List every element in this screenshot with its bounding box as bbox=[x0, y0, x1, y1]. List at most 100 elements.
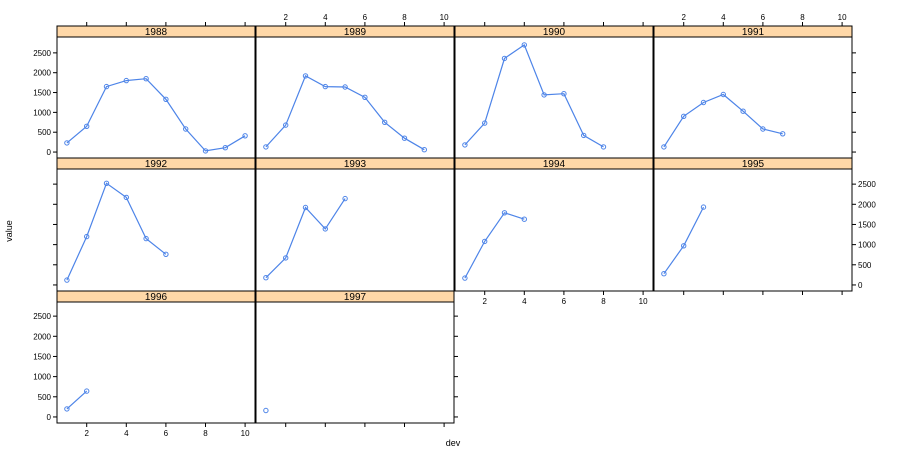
strip-label-1990: 1990 bbox=[543, 27, 566, 38]
x-tick-label: 2 bbox=[681, 13, 686, 22]
y-tick-label: 2000 bbox=[33, 332, 51, 341]
point-1988-6 bbox=[163, 96, 169, 103]
series-line-1993 bbox=[265, 198, 346, 279]
x-axis-col-4-top: 2 4 6 8 10 bbox=[681, 13, 847, 26]
point-1988-1 bbox=[64, 140, 70, 146]
x-tick-label: 2 bbox=[283, 13, 288, 22]
y-tick-label: 1500 bbox=[858, 220, 876, 229]
panel-1992: 1992 bbox=[56, 157, 256, 292]
strip-label-1989: 1989 bbox=[344, 27, 367, 38]
point-1990-8 bbox=[600, 144, 607, 150]
point-1995-1 bbox=[661, 271, 667, 277]
y-axis-row-3-right bbox=[454, 315, 458, 418]
point-1989-4 bbox=[322, 83, 328, 90]
point-1990-5 bbox=[541, 92, 547, 98]
strip-label-1997: 1997 bbox=[344, 292, 367, 303]
panel-1991: 1991 bbox=[653, 25, 853, 159]
point-1994-1 bbox=[462, 275, 468, 281]
series-line-1992 bbox=[66, 182, 167, 281]
point-1993-3 bbox=[302, 204, 309, 211]
panel-frame-1996 bbox=[56, 301, 256, 424]
y-tick-label: 0 bbox=[47, 413, 52, 422]
x-axis-col-4-bottom bbox=[683, 291, 843, 295]
point-1993-5 bbox=[342, 195, 348, 202]
point-1993-4 bbox=[322, 226, 328, 232]
point-1992-3 bbox=[103, 180, 110, 187]
point-1991-2 bbox=[681, 113, 687, 120]
point-1989-7 bbox=[382, 119, 388, 126]
y-tick-label: 1000 bbox=[858, 241, 876, 250]
panel-1996: 1996 bbox=[56, 290, 256, 424]
point-1989-5 bbox=[342, 84, 348, 90]
axes-layer: 2 4 6 8 10 2 4 6 8 10 2 4 6 8 10 2 4 6 8 10 0 500 1000 1500 2000… bbox=[33, 13, 876, 438]
y-axis-row-3-left: 0 500 1000 1500 2000 2500 bbox=[33, 312, 57, 422]
panel-1994: 1994 bbox=[454, 157, 654, 292]
y-tick-label: 2000 bbox=[33, 69, 51, 78]
x-axis-col-2-bottom bbox=[285, 423, 445, 427]
panel-1989: 1989 bbox=[255, 25, 455, 159]
panel-frame-1992 bbox=[56, 168, 256, 292]
strip-label-1993: 1993 bbox=[344, 159, 367, 170]
panel-frame-1990 bbox=[454, 36, 654, 159]
x-tick-label: 10 bbox=[639, 297, 648, 306]
y-tick-label: 2500 bbox=[33, 312, 51, 321]
panel-frame-1988 bbox=[56, 36, 256, 159]
y-tick-label: 2000 bbox=[858, 200, 876, 209]
point-1991-6 bbox=[760, 126, 766, 132]
y-tick-label: 1000 bbox=[33, 373, 51, 382]
x-axis-col-2-top: 2 4 6 8 10 bbox=[283, 13, 449, 26]
point-1994-4 bbox=[521, 216, 527, 222]
strip-label-1991: 1991 bbox=[742, 27, 765, 38]
point-1990-1 bbox=[462, 142, 468, 148]
point-1993-1 bbox=[263, 275, 269, 281]
x-tick-label: 4 bbox=[522, 297, 527, 306]
y-tick-label: 500 bbox=[38, 128, 52, 137]
point-1991-1 bbox=[661, 144, 667, 150]
x-axis-col-1-top bbox=[86, 22, 246, 26]
point-1988-9 bbox=[222, 145, 229, 151]
panels-layer: 1988 1989 1990 1991 1992 1993 1994 1995 1996 1997 bbox=[56, 25, 853, 424]
y-axis-label: value bbox=[4, 220, 14, 242]
x-tick-label: 6 bbox=[164, 429, 169, 438]
series-line-1995 bbox=[663, 206, 705, 275]
point-1996-1 bbox=[64, 406, 70, 412]
point-1992-4 bbox=[123, 194, 130, 201]
panel-frame-1989 bbox=[255, 36, 455, 159]
y-tick-label: 1500 bbox=[33, 352, 51, 361]
x-tick-label: 4 bbox=[124, 429, 129, 438]
point-1988-3 bbox=[103, 83, 110, 90]
x-axis-label: dev bbox=[446, 438, 461, 448]
series-line-1991 bbox=[663, 93, 783, 148]
panel-frame-1995 bbox=[653, 168, 853, 292]
point-1991-4 bbox=[720, 91, 726, 98]
point-1990-2 bbox=[482, 120, 488, 126]
x-tick-label: 6 bbox=[562, 297, 567, 306]
point-1991-7 bbox=[780, 131, 786, 137]
point-1997-1 bbox=[263, 407, 269, 414]
y-tick-label: 1500 bbox=[33, 89, 51, 98]
panel-frame-1993 bbox=[255, 168, 455, 292]
panel-frame-1997 bbox=[255, 301, 455, 424]
point-1993-2 bbox=[283, 255, 289, 261]
x-tick-label: 2 bbox=[482, 297, 487, 306]
y-axis-row-1-left: 0 500 1000 1500 2000 2500 bbox=[33, 49, 57, 157]
series-line-1989 bbox=[265, 75, 425, 151]
y-axis-row-2-right: 0 500 1000 1500 2000 2500 bbox=[852, 180, 876, 290]
y-tick-label: 2500 bbox=[858, 180, 876, 189]
series-line-1990 bbox=[464, 43, 604, 148]
point-1992-1 bbox=[64, 277, 70, 283]
point-1988-8 bbox=[202, 148, 209, 154]
y-axis-row-1-right bbox=[852, 52, 856, 153]
strip-label-1995: 1995 bbox=[742, 159, 765, 170]
panel-frame-1991 bbox=[653, 36, 853, 159]
point-1992-5 bbox=[143, 235, 149, 242]
point-1989-8 bbox=[401, 135, 408, 141]
y-tick-label: 500 bbox=[858, 261, 872, 270]
y-tick-label: 0 bbox=[858, 281, 863, 290]
point-1990-3 bbox=[501, 55, 508, 62]
x-axis-col-3-top bbox=[484, 22, 644, 26]
point-1992-6 bbox=[163, 251, 169, 258]
strip-label-1994: 1994 bbox=[543, 159, 566, 170]
y-tick-label: 0 bbox=[47, 148, 52, 157]
